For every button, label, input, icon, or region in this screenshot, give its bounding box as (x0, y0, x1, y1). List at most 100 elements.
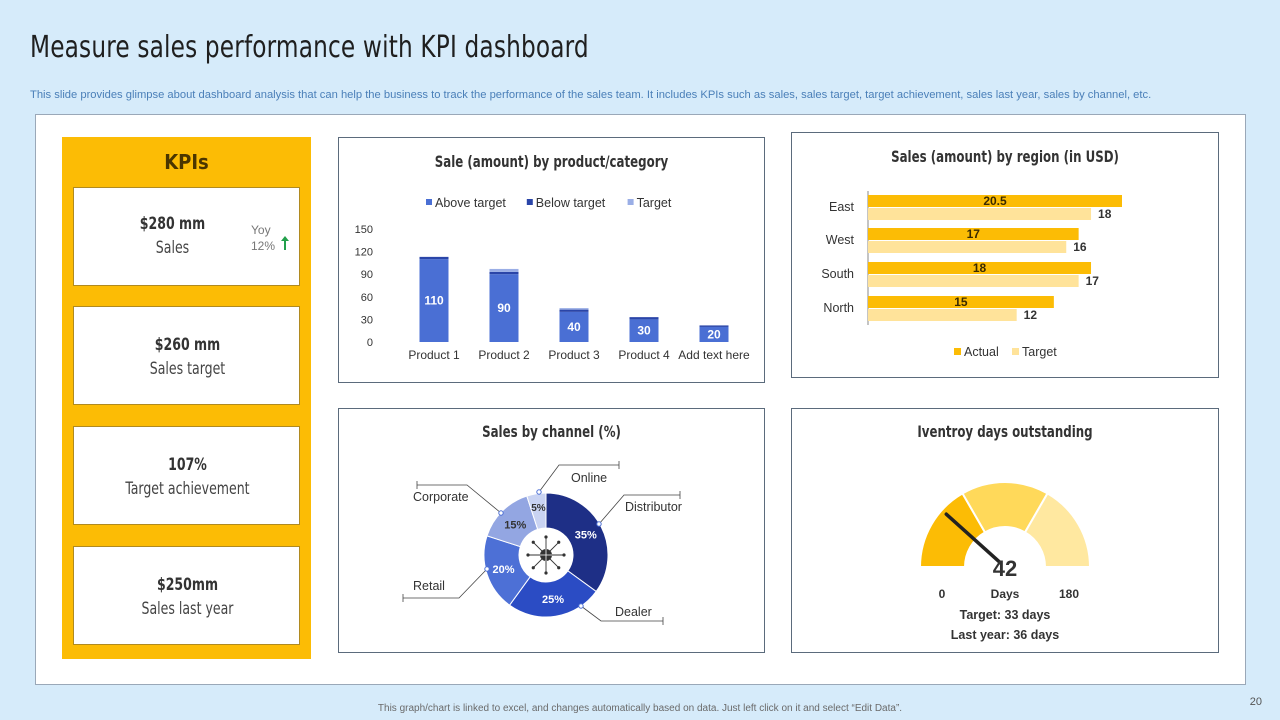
slice-name: Dealer (615, 605, 652, 619)
y-tick-label: West (826, 233, 855, 247)
legend-label: Target (637, 196, 672, 210)
x-tick-label: Product 2 (478, 348, 530, 362)
network-node (531, 540, 535, 544)
kpi-label: Sales last year (141, 599, 234, 619)
bar-data-label: 12 (1024, 308, 1038, 322)
bar-segment (699, 326, 729, 342)
leader-dot (484, 566, 490, 572)
bar-data-label: 90 (497, 301, 511, 315)
yoy-value: 12% (251, 239, 276, 253)
yoy-label: Yoy (251, 223, 271, 237)
leader-dot (536, 489, 542, 495)
slice-label: 5% (531, 503, 546, 514)
arrow-up-icon (281, 236, 289, 250)
kpi-heading: KPIs (164, 150, 209, 174)
kpi-label: Target achievement (125, 479, 250, 499)
chart-title: Sale (amount) by product/category (434, 152, 669, 171)
yoy-indicator: Yoy 12% (251, 222, 275, 254)
network-node (531, 566, 535, 570)
network-hub-grid (540, 549, 552, 561)
bar (868, 275, 1079, 287)
kpi-card-target-achievement[interactable]: 107% Target achievement (73, 426, 300, 525)
page-subtitle: This slide provides glimpse about dashbo… (30, 89, 1152, 101)
leader-line (598, 494, 680, 525)
bar (868, 309, 1017, 321)
bar-data-label: 15 (954, 295, 968, 309)
donut-slice (545, 492, 609, 593)
kpi-value: $260 mm (154, 335, 221, 355)
bar-data-label: 18 (973, 261, 987, 275)
bar-data-label: 20 (707, 327, 721, 341)
gauge-target: Target: 33 days (960, 608, 1051, 622)
bar-segment (629, 319, 659, 342)
y-tick-label: East (829, 200, 855, 214)
slice-name: Corporate (413, 490, 469, 504)
chart-title: Iventroy days outstanding (917, 422, 1093, 441)
bar-data-label: 20.5 (983, 194, 1007, 208)
bar (868, 228, 1079, 240)
kpi-value: 107% (168, 455, 207, 475)
x-tick-label: Product 1 (408, 348, 460, 362)
bar-segment (489, 274, 519, 342)
network-node (557, 566, 561, 570)
donut-slice (526, 492, 547, 530)
kpi-card-sales-last-year[interactable]: $250mm Sales last year (73, 546, 300, 645)
gauge-max-label: 180 (1059, 587, 1079, 601)
kpi-value: $250mm (156, 575, 219, 595)
slice-name: Distributor (625, 500, 682, 514)
slice-label: 35% (575, 530, 597, 542)
gauge-band (1023, 492, 1092, 568)
bar-data-label: 18 (1098, 207, 1112, 221)
product-bar-chart: 150 120 90 60 30 0 Above target Below target Tar… (355, 196, 750, 362)
kpi-card-sales-target[interactable]: $260 mm Sales target (73, 306, 300, 405)
y-tick-label: 90 (361, 269, 373, 281)
y-tick-label: 0 (367, 337, 373, 349)
y-tick-label: 120 (355, 247, 373, 259)
chart-title: Sales (amount) by region (in USD) (891, 147, 1119, 166)
x-tick-label: Add text here (678, 348, 750, 362)
chart-title: Sales by channel (%) (482, 422, 621, 441)
leader-line (403, 568, 488, 599)
kpi-value: $280 mm (139, 214, 206, 234)
bar-segment (559, 308, 589, 310)
kpi-card-sales[interactable]: $280 mm Sales Yoy 12% (73, 187, 300, 286)
legend-label: Actual (964, 345, 999, 359)
bar-segment (489, 268, 519, 272)
legend-swatch (526, 199, 533, 205)
network-node (562, 553, 566, 557)
network-icon (526, 535, 566, 575)
bar (868, 195, 1122, 207)
bar-segment (419, 256, 449, 260)
channel-donut-chart: 35% 25% 20% 15% 5% Distributor Dealer Retail Cor… (402, 461, 682, 625)
x-tick-label: Product 3 (548, 348, 600, 362)
gauge-unit: Days (991, 587, 1020, 601)
gauge-value: 42 (993, 556, 1017, 581)
bar (868, 262, 1092, 274)
y-tick-label: North (823, 301, 854, 315)
footnote: This graph/chart is linked to excel, and… (377, 703, 903, 714)
legend-swatch (426, 199, 432, 205)
region-chart-panel: Sales (amount) by region (in USD) East 20… (791, 132, 1219, 378)
slice-name: Retail (413, 579, 445, 593)
x-tick-label: Product 4 (618, 348, 670, 362)
region-bar-chart: East 20.5 18 West 17 16 South 18 17 North 15 12 Actu… (821, 191, 1122, 359)
network-node (526, 553, 530, 557)
legend-label: Above target (435, 196, 506, 210)
product-chart-panel: Sale (amount) by product/category 150 120… (338, 137, 765, 383)
slice-label: 20% (493, 564, 515, 576)
inventory-gauge-panel: Iventroy days outstanding 42 0 Days 180 Targ… (791, 408, 1219, 653)
bar-segment (559, 311, 589, 342)
inventory-gauge: 42 0 Days 180 Target: 33 days Last year: 36 d… (918, 481, 1092, 642)
bar-segment (699, 325, 729, 327)
channel-chart-panel: Sales by channel (%) 35% 25% 20% 15% 5% Distr… (338, 408, 765, 653)
bar (868, 208, 1092, 220)
leader-dot (596, 521, 602, 527)
y-tick-label: 30 (361, 314, 373, 326)
kpi-label: Sales target (149, 359, 226, 379)
leader-line (538, 464, 619, 493)
leader-line (417, 484, 502, 514)
legend-swatch (954, 348, 961, 355)
y-tick-label: 60 (361, 292, 373, 304)
slice-label: 25% (542, 594, 564, 606)
legend-swatch (1012, 348, 1019, 355)
